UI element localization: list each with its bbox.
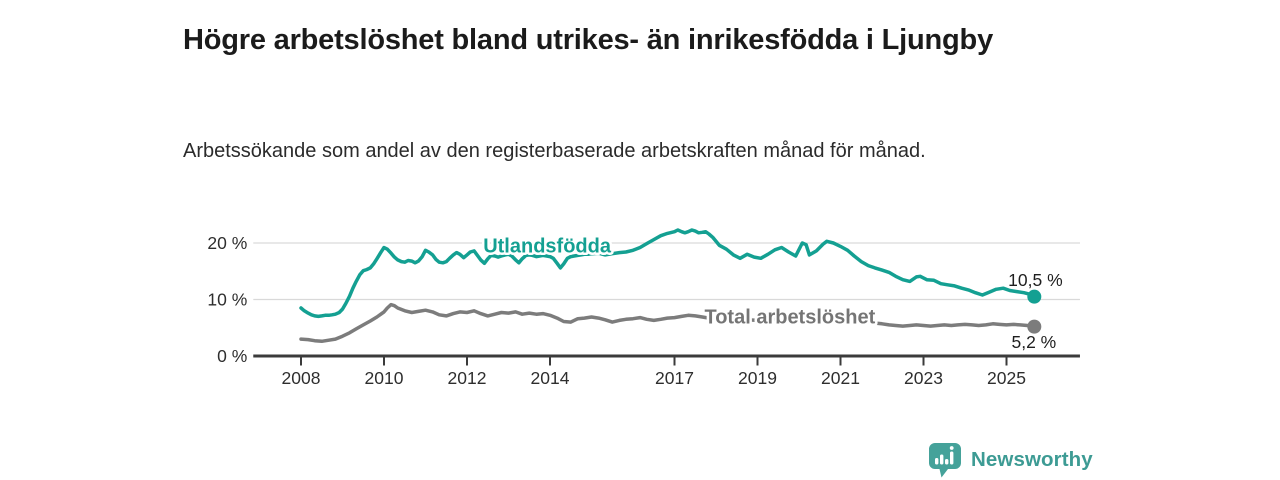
x-tick-label: 2010: [365, 368, 404, 388]
newsworthy-logo-icon: [929, 443, 961, 478]
x-tick-label: 2012: [448, 368, 487, 388]
end-dot-total-arbetsloshet: [1027, 319, 1042, 334]
x-tick-label: 2025: [987, 368, 1026, 388]
brand-wordmark: Newsworthy: [971, 448, 1093, 471]
chart-line-utlandsfodda: [299, 228, 1037, 319]
x-tick-label: 2023: [904, 368, 943, 388]
end-value-label-total-arbetsloshet: 5,2 %: [1011, 332, 1056, 352]
y-tick-label: 0 %: [217, 346, 247, 366]
x-tick-label: 2014: [531, 368, 570, 388]
y-tick-label: 10 %: [207, 290, 247, 310]
x-tick-label: 2008: [282, 368, 321, 388]
y-tick-label: 20 %: [207, 233, 247, 253]
chart-subtitle: Arbetssökande som andel av den registerb…: [183, 140, 926, 162]
chart-line-total-arbetsloshet: [299, 302, 1037, 344]
page-title: Högre arbetslöshet bland utrikes- än inr…: [183, 24, 993, 57]
series-label-total-arbetsloshet: Total arbetslöshet: [704, 306, 875, 328]
end-value-label-utlandsfodda: 10,5 %: [1008, 270, 1062, 290]
newsworthy-brand-link[interactable]: Newsworthy: [928, 442, 1093, 478]
x-tick-label: 2021: [821, 368, 860, 388]
end-dot-utlandsfodda: [1027, 289, 1042, 304]
x-tick-label: 2017: [655, 368, 694, 388]
x-tick-label: 2019: [738, 368, 777, 388]
series-label-utlandsfodda: Utlandsfödda: [483, 235, 612, 257]
